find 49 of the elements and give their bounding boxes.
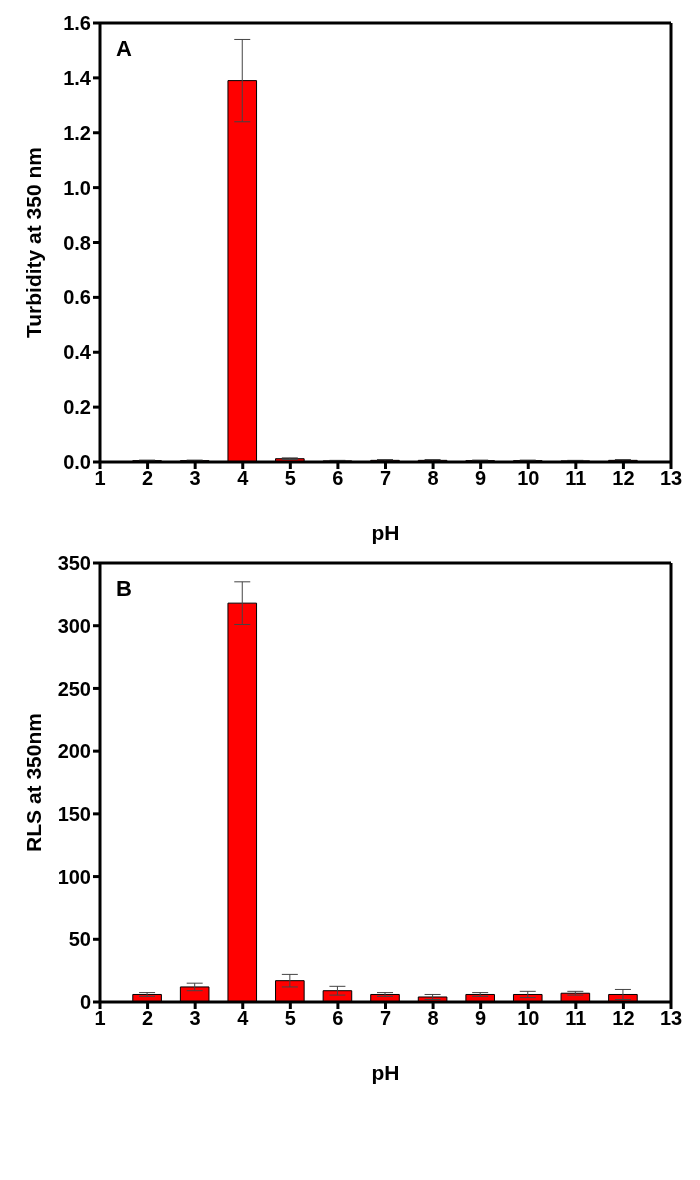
x-tick-label: 1 bbox=[94, 467, 106, 490]
y-tick-label: 0.0 bbox=[63, 451, 91, 474]
x-tick-label: 11 bbox=[565, 1007, 587, 1030]
x-tick-label: 4 bbox=[237, 1007, 250, 1030]
y-tick-label: 1.2 bbox=[63, 121, 91, 144]
annotation: B bbox=[116, 576, 132, 601]
y-tick-label: 0.4 bbox=[63, 341, 92, 364]
x-tick-label: 7 bbox=[379, 467, 392, 490]
x-axis-title: pH bbox=[371, 521, 400, 544]
x-tick-label: 13 bbox=[659, 467, 683, 490]
x-tick-label: 9 bbox=[475, 1007, 487, 1030]
x-tick-label: 2 bbox=[142, 467, 154, 490]
y-tick-label: 150 bbox=[57, 802, 91, 825]
x-tick-label: 5 bbox=[284, 1007, 296, 1030]
y-tick-label: 0.6 bbox=[63, 286, 91, 309]
y-tick-label: 1.0 bbox=[63, 176, 91, 199]
x-tick-label: 1 bbox=[94, 1007, 106, 1030]
y-axis-title: RLS at 350nm bbox=[22, 713, 46, 852]
y-axis-title: Turbidity at 350 nm bbox=[22, 147, 46, 338]
x-tick-label: 10 bbox=[517, 467, 540, 490]
y-tick-label: 200 bbox=[57, 740, 91, 763]
y-tick-label: 100 bbox=[57, 865, 91, 888]
y-tick-label: 1.4 bbox=[63, 66, 92, 89]
x-tick-label: 8 bbox=[427, 467, 439, 490]
y-tick-label: 250 bbox=[57, 677, 91, 700]
annotation: A bbox=[116, 36, 132, 61]
x-tick-label: 4 bbox=[237, 467, 250, 490]
x-axis-title: pH bbox=[371, 1061, 400, 1084]
x-tick-label: 6 bbox=[332, 1007, 344, 1030]
x-tick-label: 8 bbox=[427, 1007, 439, 1030]
y-tick-label: 50 bbox=[68, 928, 91, 951]
x-tick-label: 13 bbox=[659, 1007, 683, 1030]
x-tick-label: 9 bbox=[475, 467, 487, 490]
x-tick-label: 2 bbox=[142, 1007, 154, 1030]
y-tick-label: 0.2 bbox=[63, 396, 91, 419]
y-tick-label: 0.8 bbox=[63, 231, 91, 254]
x-tick-label: 5 bbox=[284, 467, 296, 490]
x-tick-label: 10 bbox=[517, 1007, 540, 1030]
x-tick-label: 7 bbox=[379, 1007, 392, 1030]
x-tick-label: 3 bbox=[189, 467, 201, 490]
x-tick-label: 12 bbox=[612, 467, 635, 490]
x-tick-label: 3 bbox=[189, 1007, 201, 1030]
y-tick-label: 300 bbox=[57, 614, 91, 637]
y-tick-label: 350 bbox=[57, 552, 91, 575]
x-tick-label: 6 bbox=[332, 467, 344, 490]
x-tick-label: 12 bbox=[612, 1007, 635, 1030]
y-tick-label: 0 bbox=[79, 991, 91, 1014]
x-tick-label: 11 bbox=[565, 467, 587, 490]
y-tick-label: 1.6 bbox=[63, 12, 91, 35]
